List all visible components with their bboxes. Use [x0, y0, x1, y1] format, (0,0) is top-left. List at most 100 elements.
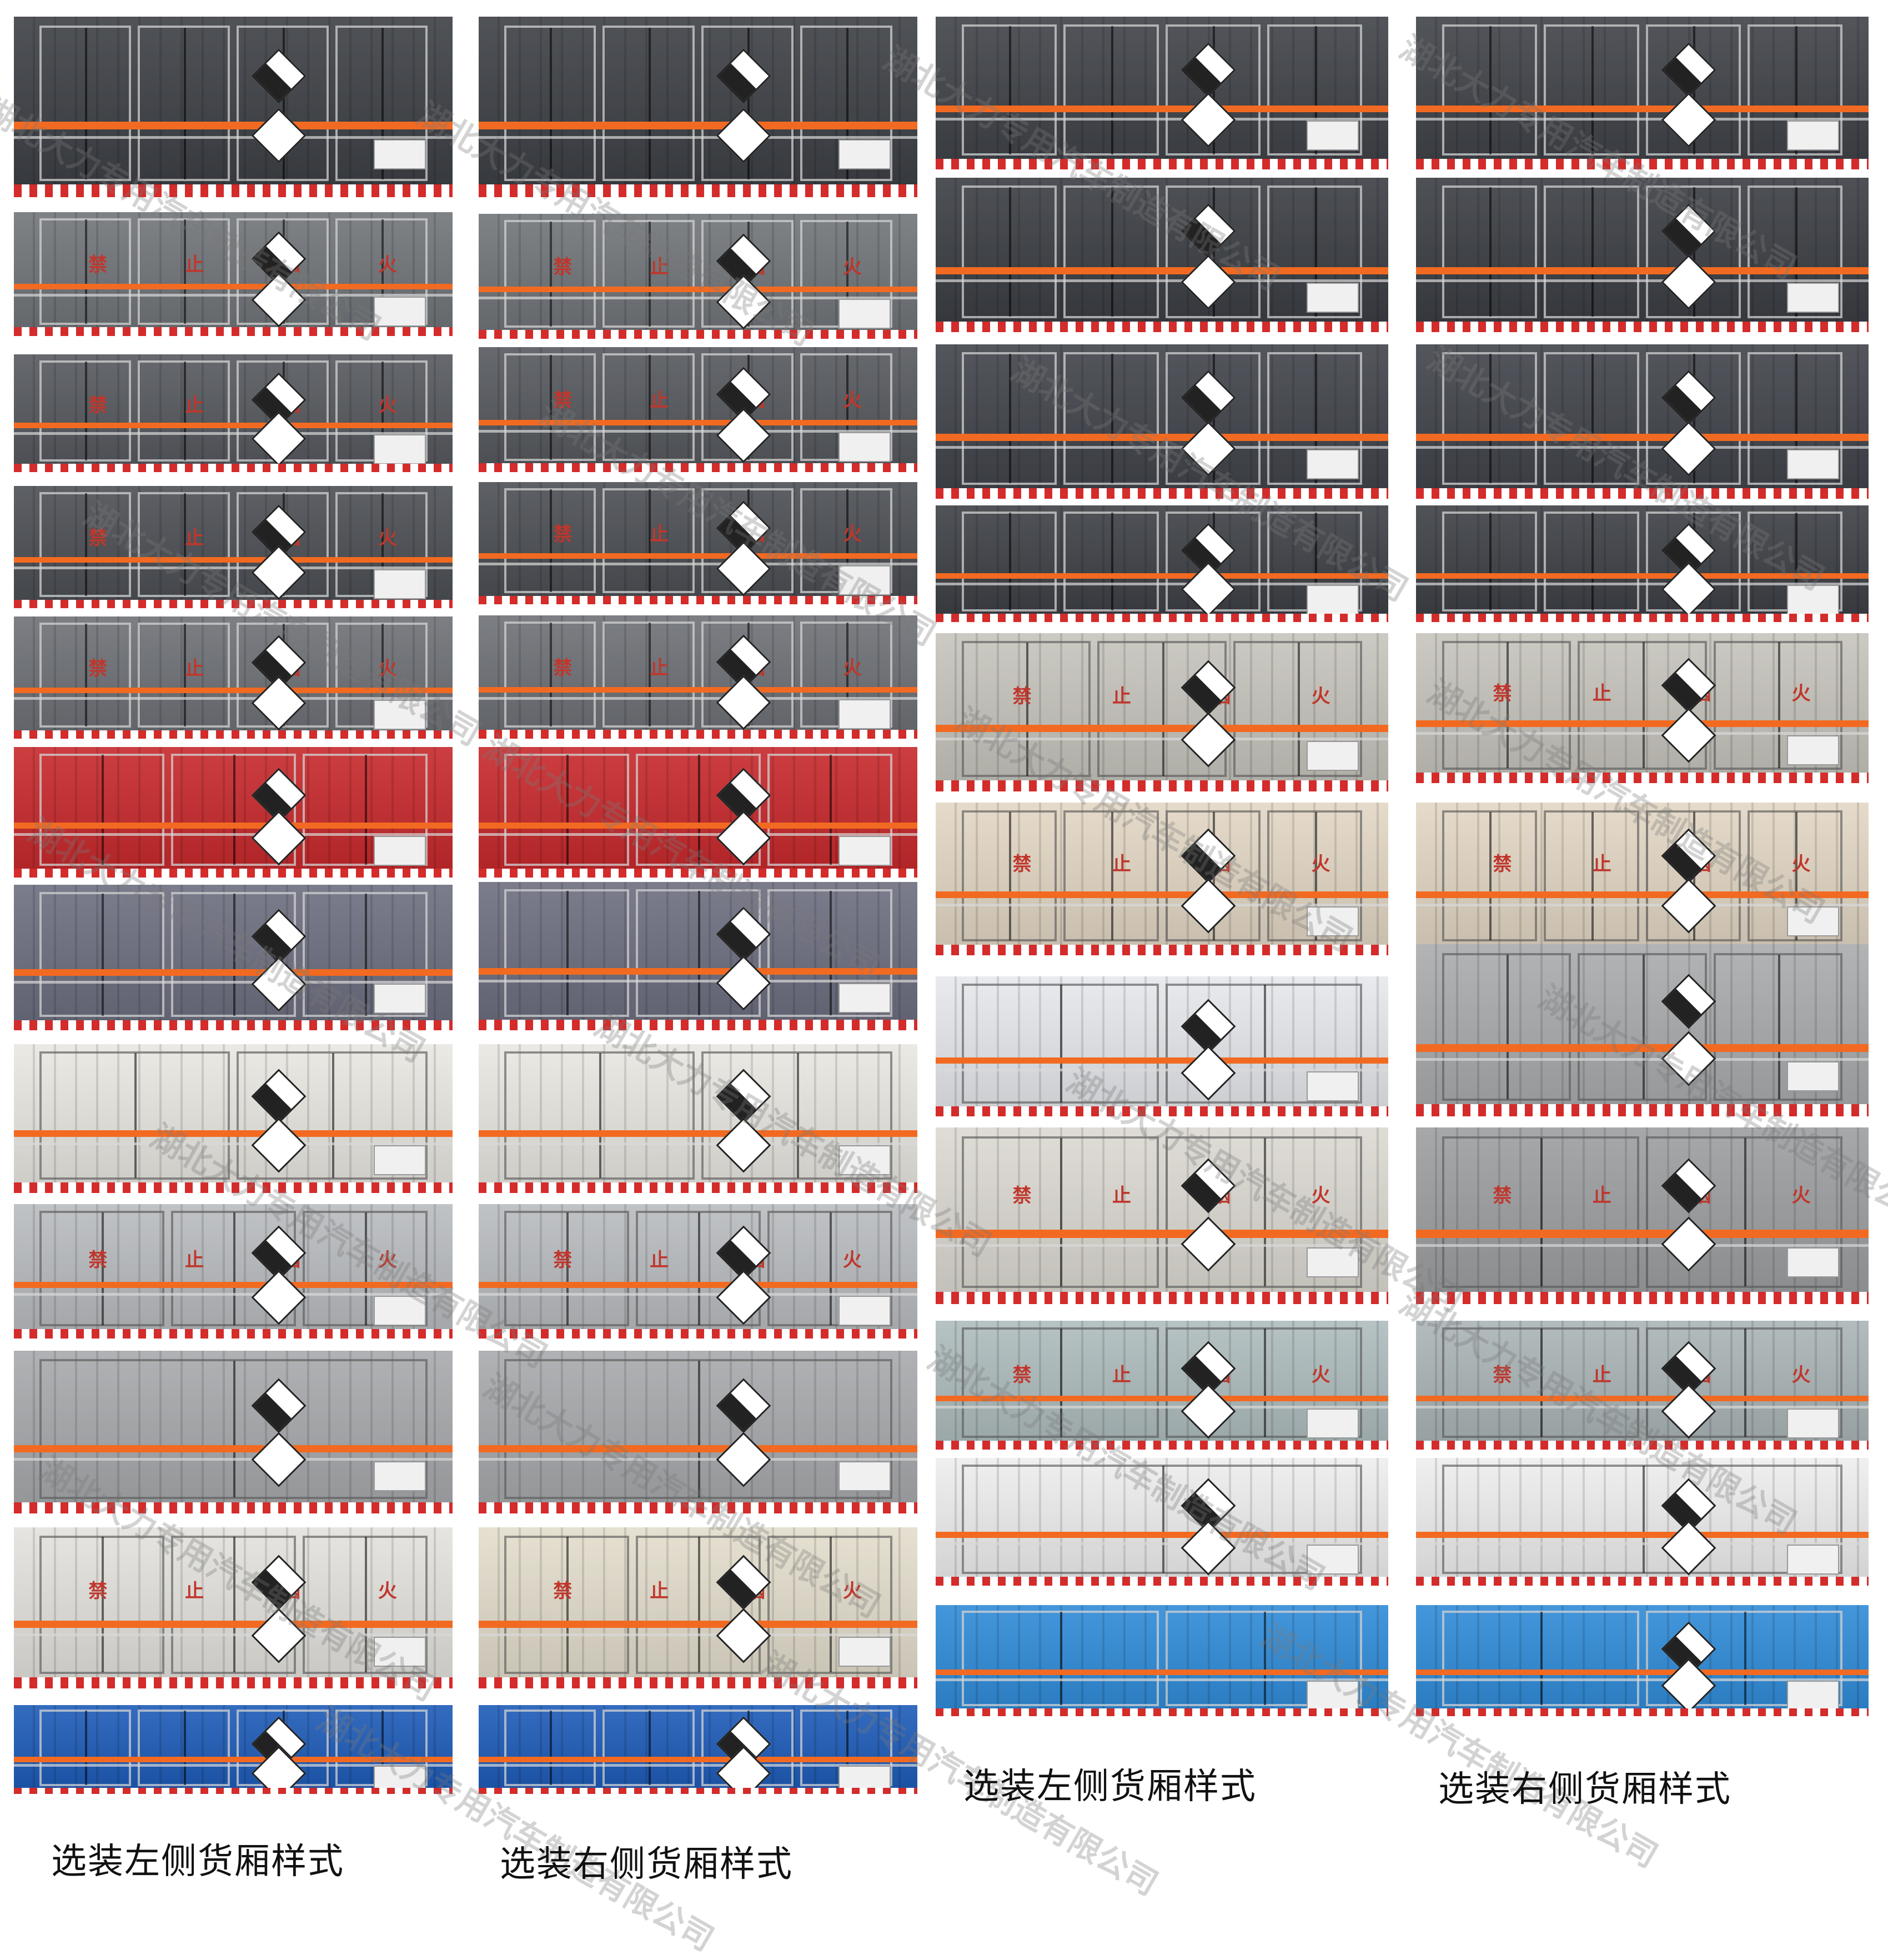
cargo-door [1645, 352, 1741, 485]
info-plate [1307, 1071, 1359, 1102]
reflective-stripe [479, 1621, 917, 1628]
cargo-door [302, 892, 428, 1017]
reflective-stripe [936, 573, 1388, 579]
cargo-door [504, 1535, 629, 1674]
red-white-reflective-bar [479, 1502, 917, 1513]
reflective-stripe [936, 1532, 1388, 1538]
door-seam [1162, 1465, 1164, 1573]
info-plate [373, 296, 426, 327]
info-plate [1307, 740, 1359, 771]
door-seam [1009, 353, 1012, 484]
door-seam [698, 1360, 700, 1497]
door-seam [1540, 1138, 1543, 1287]
info-plate [1307, 584, 1359, 615]
red-white-reflective-bar [1416, 1104, 1869, 1116]
door-seam [846, 221, 848, 327]
cargo-door [504, 1211, 629, 1327]
warning-char: 止 [185, 1249, 204, 1271]
cargo-door [39, 1211, 164, 1327]
cargo-door [1645, 24, 1741, 156]
red-white-reflective-bar [1416, 1291, 1869, 1304]
reflective-stripe [479, 286, 917, 292]
red-white-reflective-bar [936, 488, 1388, 499]
door-seam [184, 1710, 187, 1785]
trim-stripe [1416, 582, 1869, 585]
door-seam [1298, 643, 1300, 776]
reflective-stripe [14, 1621, 453, 1628]
warning-char: 止 [650, 523, 669, 545]
cargo-box-panel: 禁止烟火 [479, 1204, 917, 1339]
cargo-door [170, 892, 296, 1017]
red-white-reflective-bar [14, 1787, 453, 1794]
info-plate [838, 432, 891, 462]
warning-char: 止 [185, 394, 204, 417]
warning-char: 火 [378, 1249, 397, 1271]
cargo-door [1442, 953, 1571, 1101]
door-seam [550, 221, 553, 327]
info-plate [1307, 121, 1359, 151]
door-seam [698, 1537, 700, 1672]
door-seam [1591, 512, 1594, 610]
cargo-door [961, 1136, 1159, 1289]
reflective-stripe [479, 823, 917, 829]
door-seam [102, 1212, 104, 1325]
red-white-reflective-bar [479, 1182, 917, 1193]
red-white-reflective-bar [479, 1787, 917, 1794]
warning-char: 禁 [553, 389, 573, 412]
door-seam [1591, 353, 1594, 484]
red-white-reflective-bar [14, 1502, 453, 1513]
door-seam [233, 1360, 235, 1497]
info-plate [1787, 584, 1840, 615]
door-seam [796, 1053, 799, 1179]
info-plate [1787, 121, 1840, 151]
cargo-door [1713, 953, 1843, 1101]
door-seam [1744, 1328, 1746, 1437]
door-seam [846, 354, 848, 460]
reflective-stripe [1416, 434, 1869, 441]
warning-char: 禁 [553, 1580, 573, 1602]
info-plate [838, 699, 891, 729]
warning-char: 止 [650, 389, 669, 412]
red-white-reflective-bar [1416, 158, 1869, 169]
warning-char: 止 [650, 1249, 669, 1271]
red-white-reflective-bar [14, 327, 453, 336]
red-white-reflective-bar [14, 1182, 453, 1193]
info-plate [838, 1637, 891, 1667]
cargo-box-panel [14, 1044, 453, 1193]
red-white-reflective-bar [14, 464, 453, 472]
warning-char: 禁 [1012, 1364, 1032, 1386]
trim-stripe [479, 1633, 917, 1637]
warning-char: 火 [842, 656, 862, 679]
cargo-door [961, 352, 1057, 485]
door-seam [566, 1212, 569, 1325]
warning-char: 止 [1112, 853, 1131, 875]
warning-char: 火 [1311, 685, 1330, 708]
cargo-door [39, 492, 132, 598]
cargo-door [504, 1051, 695, 1180]
info-plate [838, 1295, 891, 1326]
cargo-door [1442, 1327, 1639, 1438]
warning-char: 禁 [1493, 683, 1512, 705]
warning-char: 止 [1592, 683, 1611, 705]
red-white-reflective-bar [14, 1329, 453, 1339]
cargo-box-panel: 禁止烟火 [1416, 1321, 1869, 1450]
cargo-door [1442, 185, 1538, 318]
cargo-box-panel [479, 882, 917, 1030]
cargo-door [1267, 810, 1363, 942]
cargo-box-panel [1416, 505, 1869, 622]
warning-char: 禁 [1493, 1185, 1512, 1207]
door-seam [381, 1710, 384, 1785]
truck-box-gallery: 禁止烟火禁止烟火禁止烟火禁止烟火禁止烟火禁止烟火禁止烟火禁止烟火禁止烟火禁止烟火… [0, 0, 1888, 1916]
cargo-box-panel [936, 17, 1388, 169]
cargo-box-panel [936, 1458, 1388, 1586]
cargo-door [635, 889, 761, 1017]
reflective-stripe [936, 434, 1388, 441]
door-seam [846, 489, 848, 592]
reflective-stripe [14, 121, 453, 130]
warning-char: 火 [842, 255, 862, 278]
trim-stripe [936, 1069, 1388, 1072]
trim-stripe [936, 279, 1388, 283]
cargo-door [1442, 352, 1538, 485]
cargo-door [504, 889, 629, 1017]
info-plate [1787, 449, 1840, 480]
